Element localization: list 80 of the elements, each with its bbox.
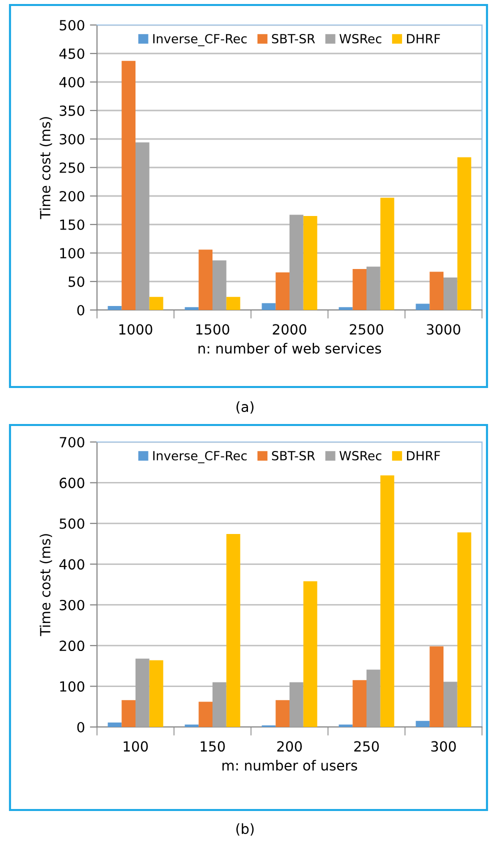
bar xyxy=(366,266,380,310)
bar xyxy=(303,581,318,727)
bar xyxy=(380,198,394,310)
bar xyxy=(226,534,240,727)
x-tick-label: 250 xyxy=(354,741,379,752)
y-tick-label: 0 xyxy=(77,722,84,732)
bar xyxy=(444,682,458,727)
bar xyxy=(184,307,199,310)
legend-label: DHRF xyxy=(407,34,440,44)
y-tick-label: 50 xyxy=(68,276,84,287)
y-tick-label: 350 xyxy=(60,105,84,116)
y-axis-title: Time cost (ms) xyxy=(40,117,52,220)
y-tick-label: 600 xyxy=(60,478,84,488)
y-tick-label: 250 xyxy=(60,162,84,173)
y-tick-label: 300 xyxy=(60,134,84,144)
x-tick-label: 1000 xyxy=(119,324,152,335)
x-axis-title: m: number of users xyxy=(222,760,358,771)
x-tick-label: 2500 xyxy=(350,324,384,335)
y-tick-label: 450 xyxy=(59,48,84,59)
bar xyxy=(366,670,380,727)
legend-label: SBT-SR xyxy=(272,34,315,44)
legend-label: SBT-SR xyxy=(272,450,315,460)
bar xyxy=(149,660,164,727)
bar xyxy=(212,260,226,310)
y-tick-label: 0 xyxy=(77,304,84,316)
bar xyxy=(352,680,366,727)
x-tick-label: 150 xyxy=(200,741,225,752)
y-tick-label: 300 xyxy=(60,600,84,610)
y-tick-label: 200 xyxy=(60,190,84,202)
x-tick-label: 3000 xyxy=(426,324,460,335)
bar xyxy=(122,60,136,310)
bar xyxy=(416,304,430,310)
bar xyxy=(262,303,276,310)
bar xyxy=(122,700,136,727)
y-tick-label: 400 xyxy=(59,559,84,570)
bar xyxy=(149,296,164,310)
bar xyxy=(212,682,226,727)
bar xyxy=(226,296,240,310)
bar xyxy=(430,646,444,727)
legend-label: WSRec xyxy=(339,34,382,44)
bar xyxy=(380,475,394,727)
y-tick-label: 500 xyxy=(60,20,84,30)
y-axis-title: Time cost (ms) xyxy=(40,534,52,636)
bar xyxy=(290,682,304,727)
bar xyxy=(108,306,122,310)
text: (a) xyxy=(236,401,254,414)
bar xyxy=(198,250,212,310)
bar xyxy=(276,700,290,727)
bar xyxy=(352,268,366,310)
y-tick-label: 150 xyxy=(60,219,84,230)
bar xyxy=(290,214,304,310)
x-tick-label: 2000 xyxy=(272,324,306,335)
bar xyxy=(457,532,472,727)
legend-label: Inverse_CF-Rec xyxy=(153,450,247,464)
y-tick-label: 200 xyxy=(60,640,84,652)
text: (b) xyxy=(236,823,254,836)
bar xyxy=(198,702,212,727)
y-tick-label: 100 xyxy=(60,681,84,692)
bar xyxy=(303,216,318,310)
bar xyxy=(457,157,472,310)
x-tick-label: 300 xyxy=(431,741,456,752)
x-tick-label: 200 xyxy=(277,741,302,752)
y-tick-label: 100 xyxy=(60,248,84,258)
x-tick-label: 100 xyxy=(124,741,148,752)
x-axis-title: n: number of web services xyxy=(198,342,382,354)
bar xyxy=(444,278,458,310)
bar xyxy=(276,272,290,310)
bar xyxy=(416,720,430,727)
y-tick-label: 700 xyxy=(60,436,84,448)
y-tick-label: 400 xyxy=(59,76,84,88)
legend-label: DHRF xyxy=(407,451,440,460)
bar xyxy=(136,142,150,310)
bar xyxy=(136,658,150,727)
bar xyxy=(430,272,444,310)
bar xyxy=(338,307,353,310)
bar xyxy=(108,722,122,727)
y-tick-label: 500 xyxy=(60,518,84,529)
legend-label: Inverse_CF-Rec xyxy=(153,34,247,46)
x-tick-label: 1500 xyxy=(196,324,230,335)
legend-label: WSRec xyxy=(339,450,382,460)
